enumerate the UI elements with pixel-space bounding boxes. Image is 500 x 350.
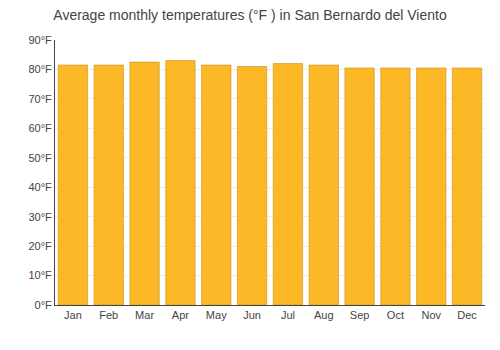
svg-text:20°F: 20°F: [28, 240, 52, 252]
svg-text:Jul: Jul: [281, 309, 295, 321]
svg-text:Aug: Aug: [314, 309, 334, 321]
svg-text:0°F: 0°F: [35, 299, 53, 311]
svg-text:70°F: 70°F: [28, 93, 52, 105]
svg-text:Feb: Feb: [99, 309, 118, 321]
svg-text:Nov: Nov: [421, 309, 441, 321]
svg-text:60°F: 60°F: [28, 122, 52, 134]
svg-text:Dec: Dec: [457, 309, 477, 321]
svg-text:Oct: Oct: [387, 309, 404, 321]
svg-text:Apr: Apr: [172, 309, 189, 321]
svg-text:30°F: 30°F: [28, 211, 52, 223]
svg-text:40°F: 40°F: [28, 181, 52, 193]
svg-text:Mar: Mar: [135, 309, 154, 321]
svg-text:10°F: 10°F: [28, 269, 52, 281]
svg-text:Jan: Jan: [64, 309, 82, 321]
svg-text:May: May: [206, 309, 227, 321]
svg-text:90°F: 90°F: [28, 34, 52, 46]
svg-text:Jun: Jun: [243, 309, 261, 321]
svg-text:80°F: 80°F: [28, 63, 52, 75]
svg-text:Sep: Sep: [350, 309, 370, 321]
svg-text:50°F: 50°F: [28, 152, 52, 164]
svg-text:Average monthly temperatures (: Average monthly temperatures (°F ) in Sa…: [53, 7, 447, 23]
